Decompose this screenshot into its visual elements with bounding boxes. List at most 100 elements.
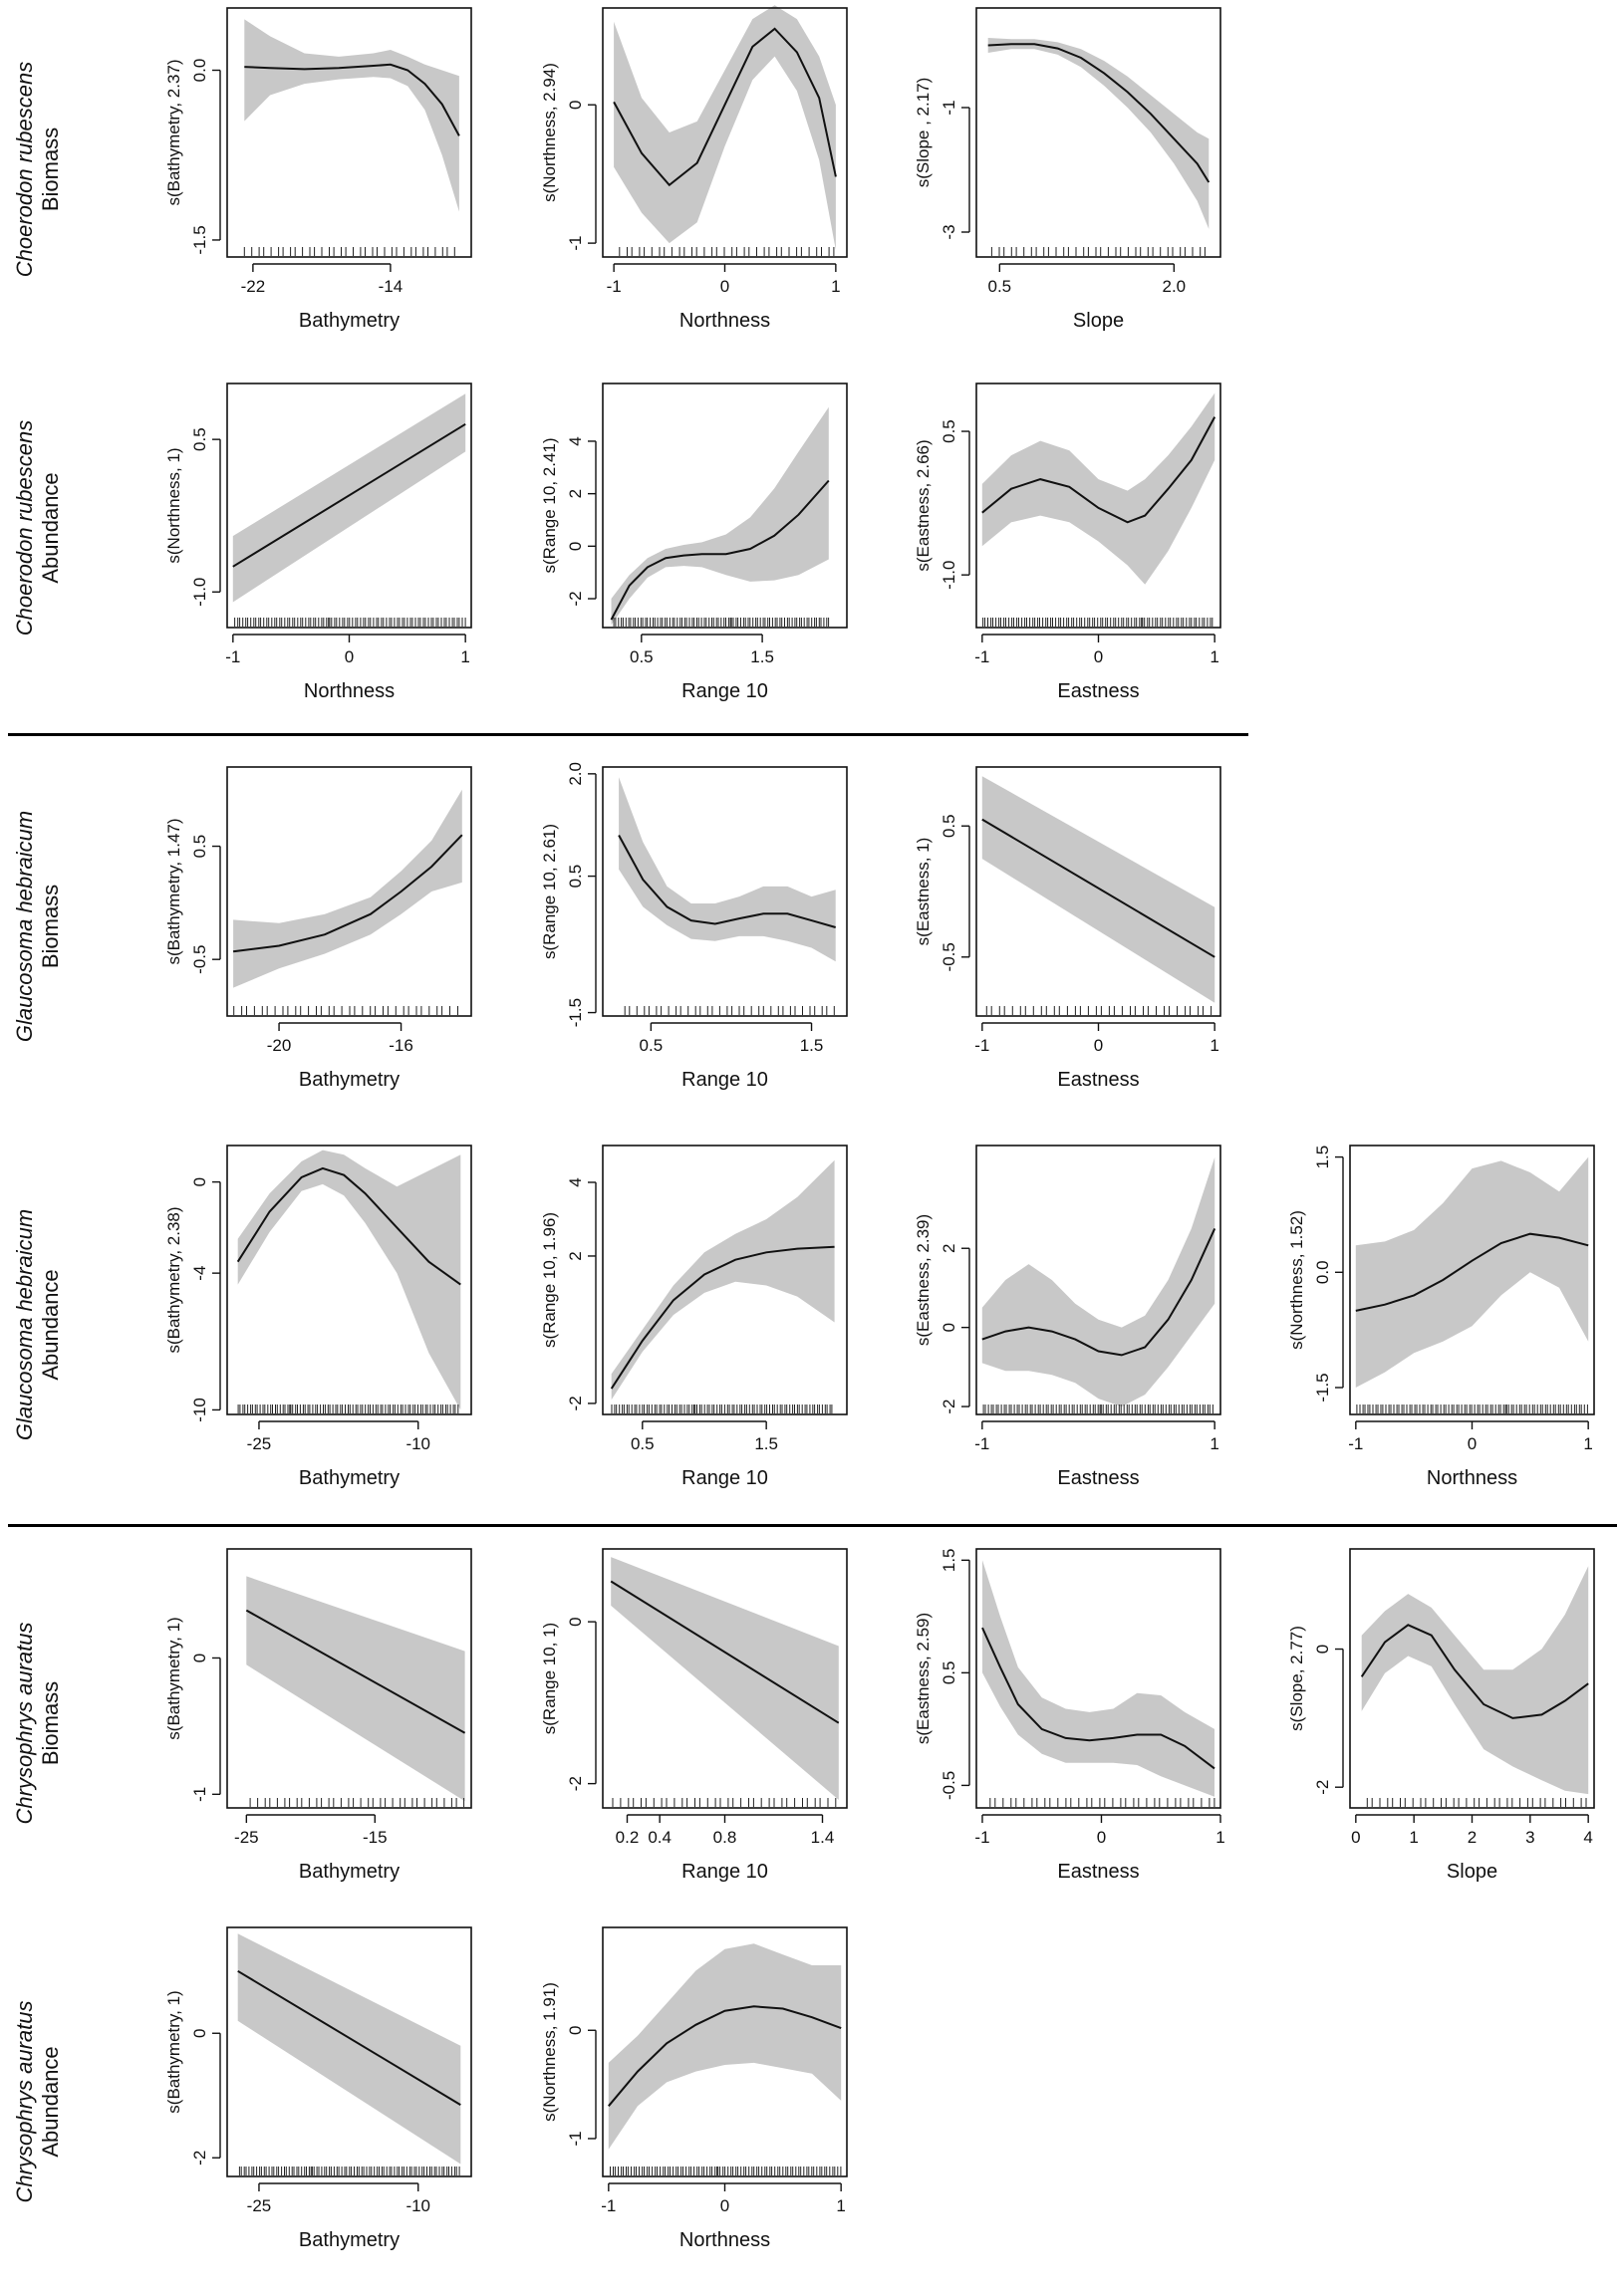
panel-r2-c1-smooth-line (232, 422, 466, 568)
panel-r5-c2-x-tick-label: 0.4 (648, 1828, 672, 1847)
panel-r3-c3-x-label: Eastness (1057, 1069, 1139, 1091)
panel-r2-c2-y-axis: 4 2 0 -2 (566, 436, 597, 607)
row-2-species: Choerodon rubescens (12, 420, 37, 636)
panel-r5-c4-y-axis: 0 -2 (1313, 1645, 1344, 1795)
panel-r5-c4-x-tick-label: 3 (1525, 1828, 1534, 1847)
panel-r3-c1-y-axis: 0.5 -0.5 (190, 835, 221, 974)
panel-r4-c4-y-axis: 1.5 0.0 -1.5 (1313, 1146, 1344, 1403)
panel-r1-c3: 0.5 2.0 -1 -3 Slope s(Slope , 2.17) (914, 7, 1221, 332)
panel-r3-c1-x-tick-label: -20 (267, 1036, 292, 1055)
panel-r5-c1-y-label: s(Bathymetry, 1) (164, 1617, 183, 1739)
panel-r1-c3-x-tick-label: 0.5 (988, 277, 1012, 296)
panel-r1-c3-x-label: Slope (1073, 310, 1124, 332)
panel-r6-c2-y-tick-label: 0 (566, 2026, 585, 2035)
panel-r5-c1-rug (249, 1798, 465, 1807)
panel-r4-c1-x-tick-label: -25 (247, 1434, 272, 1453)
species-separator-1 (8, 733, 1248, 736)
panel-r3-c3-frame (975, 766, 1221, 1017)
panel-r3-c3-rug (985, 1006, 1213, 1015)
panel-r1-c2-ci-band (614, 5, 836, 251)
panel-r5-c1-x-tick-label: -15 (363, 1828, 388, 1847)
panel-r1-c2-y-label: s(Northness, 2.94) (540, 63, 559, 202)
panel-r1-c3-x-axis: 0.5 2.0 (988, 263, 1187, 296)
panel-r5-c3-x-tick-label: -1 (974, 1828, 989, 1847)
panel-r4-c1-x-axis: -25 -10 (247, 1420, 430, 1453)
panel-r4-c2-frame (602, 1145, 848, 1415)
panel-r2-c1-y-tick-label: -1.0 (190, 578, 209, 607)
panel-r1-c3-y-label: s(Slope , 2.17) (914, 78, 933, 188)
panel-r4-c1-x-label: Bathymetry (299, 1467, 400, 1489)
panel-r2-c1-y-label: s(Northness, 1) (164, 447, 183, 563)
panel-r6-c1-rug (238, 2167, 460, 2175)
species-separator-2 (8, 1524, 1617, 1527)
panel-r1-c2-x-axis: -1 0 1 (607, 263, 841, 296)
panel-r4-c4-y-label: s(Northness, 1.52) (1287, 1210, 1306, 1350)
panel-r5-c2-y-axis: 0 -2 (566, 1617, 597, 1791)
panel-r4-c1-y-label: s(Bathymetry, 2.38) (164, 1206, 183, 1353)
panel-r4-c4-y-tick-label: 1.5 (1313, 1146, 1332, 1169)
panel-r1-c3-y-tick-label: -3 (940, 224, 958, 239)
panel-r5-c2-x-label: Range 10 (681, 1861, 768, 1883)
panel-r1-c1-x-label: Bathymetry (299, 310, 400, 332)
panel-r2-c3-frame (975, 383, 1221, 629)
panel-r6-c2-x-tick-label: 1 (836, 2196, 845, 2215)
panel-r2-c1-frame (226, 383, 472, 629)
panel-r4-c2-y-tick-label: 2 (566, 1251, 585, 1260)
panel-r4-c4-ci-band (1355, 1156, 1589, 1388)
panel-r5-c1-x-label: Bathymetry (299, 1861, 400, 1883)
panel-r5-c3-y-axis: 1.5 0.5 -0.5 (940, 1548, 970, 1800)
row-6-species: Chrysophrys auratus (12, 2001, 37, 2203)
panel-r1-c2-smooth-line (613, 27, 837, 187)
panel-r5-c1-y-tick-label: 0 (190, 1654, 209, 1662)
panel-r3-c1-y-tick-label: -0.5 (190, 945, 209, 974)
panel-r5-c3-ci-band (982, 1560, 1214, 1797)
panel-r3-c3-x-tick-label: -1 (974, 1036, 989, 1055)
row-4-response: Abundance (38, 1269, 63, 1380)
panel-r5-c2-smooth-line (610, 1580, 840, 1724)
panel-r1-c1-x-tick-label: -14 (379, 277, 404, 296)
panel-r2-c1-ci-band (232, 393, 466, 603)
panel-r3-c1-x-axis: -20 -16 (267, 1022, 413, 1055)
panel-r1-c1: -22 -14 0.0 -1.5 Bathymetry s(Bathymetry, 2.3… (164, 7, 472, 332)
panel-r2-c3-y-label: s(Eastness, 2.66) (914, 439, 933, 571)
panel-r2-c2-frame (602, 383, 848, 629)
panel-r4-c1-y-tick-label: -10 (190, 1398, 209, 1422)
panel-r4-c1-y-tick-label: -4 (190, 1266, 209, 1281)
panel-r2-c2-rug (613, 618, 830, 627)
panel-r5-c4-x-tick-label: 2 (1468, 1828, 1477, 1847)
panel-r5-c4-rug (1366, 1798, 1587, 1807)
panel-r1-c2-x-label: Northness (679, 310, 770, 332)
panel-r2-c2-x-label: Range 10 (681, 680, 768, 702)
panel-r6-c1: -25 -10 0 -2 Bathymetry s(Bathymetry, 1) (164, 1926, 472, 2251)
panel-r5-c3-x-tick-label: 1 (1215, 1828, 1224, 1847)
panel-r3-c2-x-tick-label: 1.5 (800, 1036, 824, 1055)
panel-r3-c2-frame (602, 766, 848, 1017)
panel-r3-c2-y-axis: 2.0 0.5 -1.5 (566, 762, 597, 1027)
panel-r3-c3-smooth-line (981, 818, 1215, 958)
panel-r6-c2-smooth-line (608, 2005, 842, 2107)
panel-r3-c1-x-label: Bathymetry (299, 1069, 400, 1091)
panel-r5-c3-x-tick-label: 0 (1097, 1828, 1106, 1847)
panel-r6-c2: -1 0 1 0 -1 Northness s(Northness, 1.91) (540, 1926, 848, 2251)
panel-r1-c3-x-tick-label: 2.0 (1163, 277, 1187, 296)
row-label-6: Chrysophrys auratus Abundance (4, 1952, 64, 2256)
panel-r4-c2-smooth-line (610, 1245, 835, 1390)
panel-r4-c3-x-tick-label: -1 (974, 1434, 989, 1453)
panel-r4-c1-y-axis: 0 -4 -10 (190, 1177, 221, 1422)
panel-r3-c1: -20 -16 0.5 -0.5 Bathymetry s(Bathymetry, 1.4… (164, 766, 472, 1091)
panel-r5-c4-y-tick-label: -2 (1313, 1780, 1332, 1795)
panel-r6-c1-x-tick-label: -25 (247, 2196, 272, 2215)
panel-r4-c1-y-tick-label: 0 (190, 1177, 209, 1186)
row-5-response: Biomass (38, 1681, 63, 1765)
panel-r4-c4-x-axis: -1 0 1 (1348, 1420, 1593, 1453)
panel-r3-c3-x-axis: -1 0 1 (974, 1022, 1219, 1055)
panel-r3-c2-x-axis: 0.5 1.5 (640, 1022, 824, 1055)
panel-r3-c2-x-label: Range 10 (681, 1069, 768, 1091)
panel-r3-c3-ci-band (981, 776, 1215, 1003)
panel-r5-c1-x-tick-label: -25 (234, 1828, 259, 1847)
panel-r5-c4-x-tick-label: 0 (1351, 1828, 1360, 1847)
panel-r2-c2-y-tick-label: 4 (566, 436, 585, 445)
panel-r3-c2-x-tick-label: 0.5 (640, 1036, 664, 1055)
